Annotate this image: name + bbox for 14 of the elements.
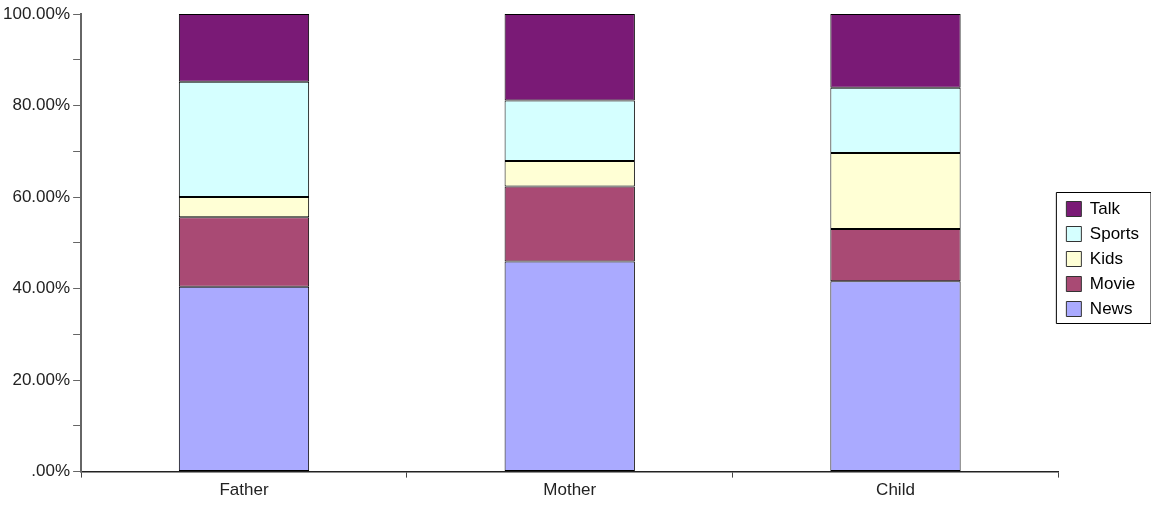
legend-label: Talk — [1089, 198, 1121, 218]
y-tick-label: 80.00% — [12, 95, 71, 115]
y-tick-label: 40.00% — [12, 278, 71, 298]
y-tick-label: .00% — [31, 461, 71, 481]
x-tick-label: Father — [219, 480, 269, 500]
legend-label: Movie — [1089, 273, 1136, 293]
x-tick-label: Child — [876, 480, 915, 500]
y-tick-label: 100.00% — [2, 3, 71, 23]
legend-label: News — [1089, 298, 1133, 318]
legend-label: Sports — [1089, 223, 1140, 243]
y-tick-label: 20.00% — [12, 369, 71, 389]
legend-label: Kids — [1089, 248, 1123, 268]
y-tick-label: 60.00% — [12, 186, 71, 206]
x-tick-label: Mother — [543, 480, 597, 500]
